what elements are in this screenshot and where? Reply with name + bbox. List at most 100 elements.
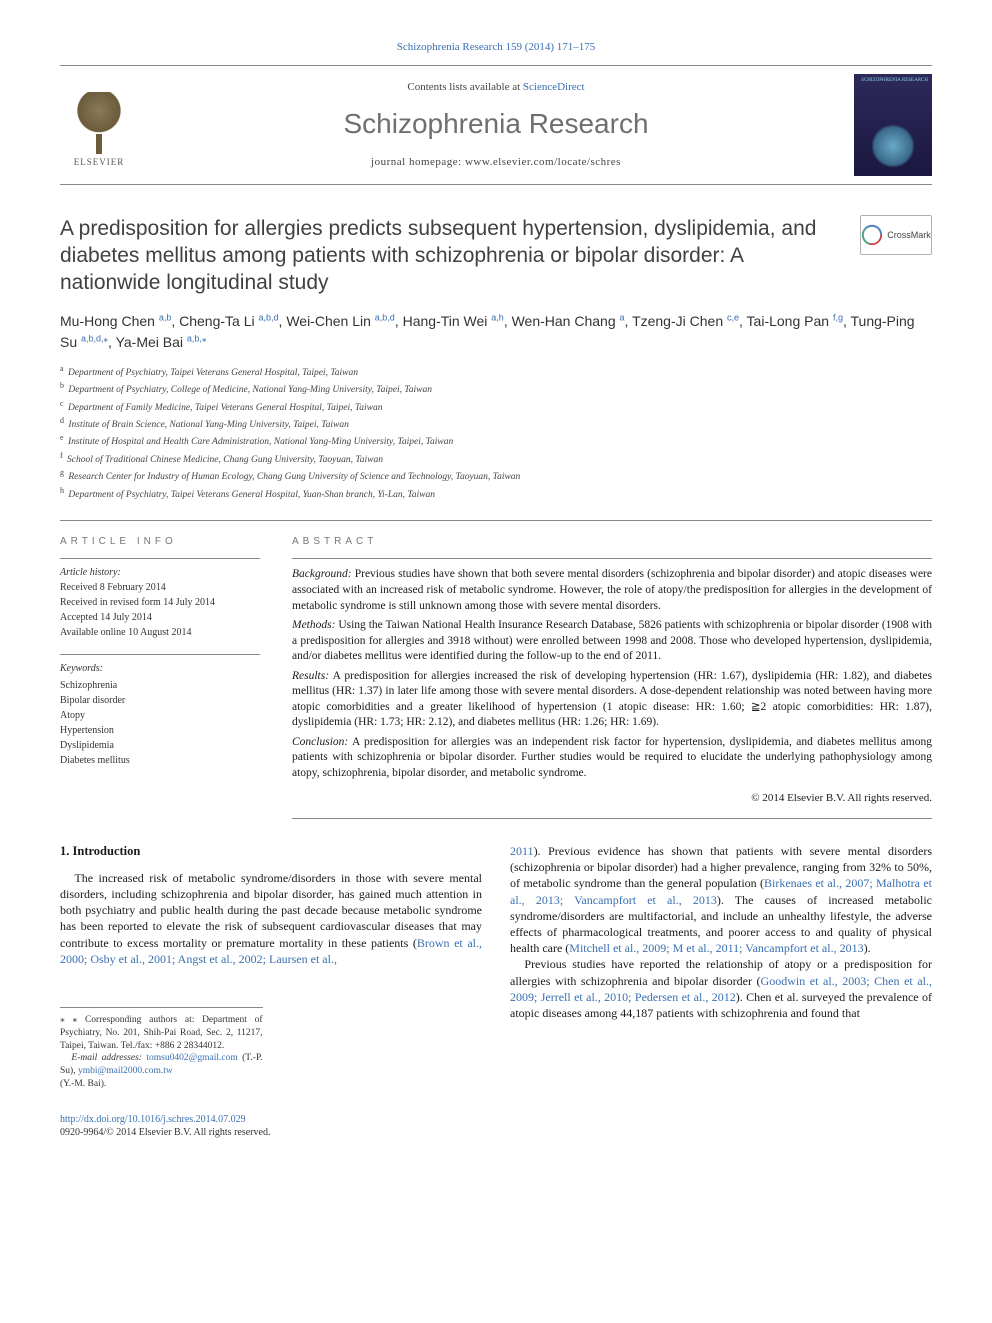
author-affil-sup: a,b,d <box>259 312 279 322</box>
author-affil-sup: c,e <box>727 312 739 322</box>
email2-who: (Y.-M. Bai). <box>60 1078 263 1091</box>
author-affil-sup: a,b, <box>187 333 202 343</box>
homepage-label: journal homepage: <box>371 156 465 168</box>
keyword: Bipolar disorder <box>60 693 260 708</box>
history-label: Article history: <box>60 565 260 580</box>
author-affil-sup: a,b <box>159 312 172 322</box>
conclusion-text: A predisposition for allergies was an in… <box>292 736 932 779</box>
intro-p2: Previous studies have reported the relat… <box>510 956 932 1021</box>
abstract-column: abstract Background: Previous studies ha… <box>292 535 932 819</box>
affiliation-line: f School of Traditional Chinese Medicine… <box>60 450 932 467</box>
author-affil-sup: a,h <box>491 312 504 322</box>
doi-link[interactable]: http://dx.doi.org/10.1016/j.schres.2014.… <box>60 1114 246 1125</box>
contents-line: Contents lists available at ScienceDirec… <box>152 80 840 95</box>
affiliation-line: d Institute of Brain Science, National Y… <box>60 415 932 432</box>
keyword: Atopy <box>60 708 260 723</box>
corresponding-star-icon: ⁎ <box>202 333 207 343</box>
affiliation-line: e Institute of Hospital and Health Care … <box>60 432 932 449</box>
abstract-label: abstract <box>292 535 932 549</box>
affiliation-line: a Department of Psychiatry, Taipei Veter… <box>60 363 932 380</box>
keyword: Diabetes mellitus <box>60 753 260 768</box>
abstract-results: Results: A predisposition for allergies … <box>292 669 932 731</box>
article-title: A predisposition for allergies predicts … <box>60 215 844 297</box>
affiliation-line: b Department of Psychiatry, College of M… <box>60 380 932 397</box>
abstract-conclusion: Conclusion: A predisposition for allergi… <box>292 735 932 782</box>
keywords-block: Keywords: SchizophreniaBipolar disorderA… <box>60 654 260 768</box>
email-link-2[interactable]: ymbi@mail2000.com.tw <box>78 1066 173 1076</box>
email-label: E-mail addresses: <box>71 1053 142 1063</box>
author: Wei-Chen Lin a,b,d <box>286 313 394 329</box>
abstract-copyright: © 2014 Elsevier B.V. All rights reserved… <box>292 791 932 806</box>
intro-heading: 1. Introduction <box>60 843 482 860</box>
affiliation-line: h Department of Psychiatry, Taipei Veter… <box>60 485 932 502</box>
divider <box>60 520 932 521</box>
masthead: ELSEVIER Contents lists available at Sci… <box>60 65 932 185</box>
body-col-right: 2011). Previous evidence has shown that … <box>510 843 932 1091</box>
cover-label: SCHIZOPHRENIA RESEARCH <box>861 74 932 84</box>
sciencedirect-link[interactable]: ScienceDirect <box>523 81 585 93</box>
keyword: Hypertension <box>60 723 260 738</box>
author: Hang-Tin Wei a,h <box>403 313 504 329</box>
corr-address: ⁎ Corresponding authors at: Department o… <box>60 1015 263 1051</box>
issn-copyright: 0920-9964/© 2014 Elsevier B.V. All right… <box>60 1126 932 1140</box>
cover-spiral-icon <box>871 124 915 168</box>
divider <box>292 818 932 819</box>
conclusion-label: Conclusion: <box>292 736 348 748</box>
keywords-label: Keywords: <box>60 661 260 676</box>
elsevier-wordmark: ELSEVIER <box>74 156 125 168</box>
corresponding-star-icon: ⁎ <box>104 333 109 343</box>
citation-link[interactable]: 2011 <box>510 844 534 858</box>
online-date: Available online 10 August 2014 <box>60 625 260 640</box>
affiliation-line: g Research Center for Industry of Human … <box>60 467 932 484</box>
author: Wen-Han Chang a <box>512 313 625 329</box>
accepted-date: Accepted 14 July 2014 <box>60 610 260 625</box>
author-affil-sup: a <box>620 312 625 322</box>
top-citation-link[interactable]: Schizophrenia Research 159 (2014) 171–17… <box>397 41 596 53</box>
methods-label: Methods: <box>292 619 335 631</box>
author: Tai-Long Pan f,g <box>747 313 843 329</box>
received-date: Received 8 February 2014 <box>60 580 260 595</box>
abstract-background: Background: Previous studies have shown … <box>292 567 932 614</box>
star-icon: ⁎ <box>60 1015 65 1025</box>
journal-homepage: journal homepage: www.elsevier.com/locat… <box>152 155 840 170</box>
divider <box>292 558 932 559</box>
author: Ya-Mei Bai a,b,⁎ <box>116 334 207 350</box>
citation-link[interactable]: Mitchell et al., 2009; M et al., 2011; V… <box>569 941 863 955</box>
keyword: Schizophrenia <box>60 678 260 693</box>
article-info-label: article info <box>60 535 260 549</box>
elsevier-tree-icon <box>69 92 129 154</box>
corresponding-footnotes: ⁎ ⁎ Corresponding authors at: Department… <box>60 1007 263 1091</box>
journal-cover-thumb: SCHIZOPHRENIA RESEARCH <box>854 74 932 176</box>
author: Tzeng-Ji Chen c,e <box>632 313 739 329</box>
top-citation: Schizophrenia Research 159 (2014) 171–17… <box>60 40 932 55</box>
article-info-column: article info Article history: Received 8… <box>60 535 260 819</box>
background-text: Previous studies have shown that both se… <box>292 568 932 611</box>
affiliation-line: c Department of Family Medicine, Taipei … <box>60 398 932 415</box>
keyword: Dyslipidemia <box>60 738 260 753</box>
background-label: Background: <box>292 568 352 580</box>
footer-meta: http://dx.doi.org/10.1016/j.schres.2014.… <box>60 1113 932 1140</box>
author-affil-sup: f,g <box>833 312 843 322</box>
author-affil-sup: a,b,d, <box>81 333 104 343</box>
methods-text: Using the Taiwan National Health Insuran… <box>292 619 932 662</box>
journal-name: Schizophrenia Research <box>152 105 840 143</box>
crossmark-label: CrossMark <box>887 229 931 241</box>
intro-p1-cont: 2011). Previous evidence has shown that … <box>510 843 932 956</box>
crossmark-icon <box>861 224 883 246</box>
author: Cheng-Ta Li a,b,d <box>179 313 278 329</box>
revised-date: Received in revised form 14 July 2014 <box>60 595 260 610</box>
intro-p1d: ). <box>864 941 871 955</box>
affiliations: a Department of Psychiatry, Taipei Veter… <box>60 363 932 502</box>
crossmark-badge[interactable]: CrossMark <box>860 215 932 255</box>
results-text: A predisposition for allergies increased… <box>292 670 932 729</box>
email-link-1[interactable]: tomsu0402@gmail.com <box>146 1053 237 1063</box>
article-history: Article history: Received 8 February 201… <box>60 558 260 640</box>
authors-line: Mu-Hong Chen a,b, Cheng-Ta Li a,b,d, Wei… <box>60 311 932 353</box>
body-columns: 1. Introduction The increased risk of me… <box>60 843 932 1091</box>
abstract-methods: Methods: Using the Taiwan National Healt… <box>292 618 932 665</box>
intro-p1: The increased risk of metabolic syndrome… <box>60 870 482 967</box>
body-col-left: 1. Introduction The increased risk of me… <box>60 843 482 1091</box>
author-affil-sup: a,b,d <box>375 312 395 322</box>
homepage-url[interactable]: www.elsevier.com/locate/schres <box>465 156 621 168</box>
elsevier-logo: ELSEVIER <box>60 82 138 168</box>
